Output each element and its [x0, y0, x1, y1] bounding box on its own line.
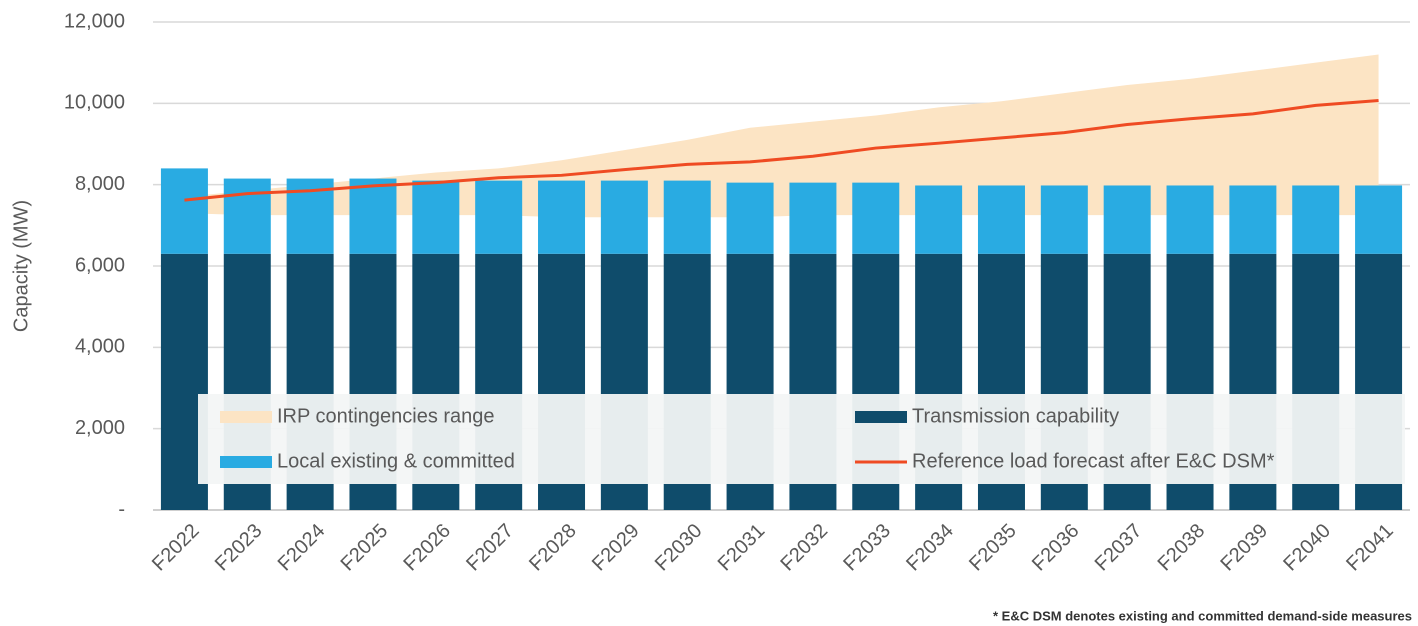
bar	[726, 182, 774, 254]
y-tick-label: 8,000	[75, 173, 125, 195]
y-tick-label: 10,000	[64, 92, 125, 114]
legend-label: Local existing & committed	[277, 450, 515, 472]
bar	[412, 180, 460, 254]
x-tick-label: F2032	[777, 520, 833, 576]
bar	[1103, 185, 1151, 254]
bar	[1166, 185, 1214, 254]
bar	[538, 180, 586, 254]
x-tick-label: F2034	[902, 520, 958, 576]
bar	[600, 180, 648, 254]
bar	[789, 182, 837, 254]
legend-swatch	[220, 456, 272, 468]
bar	[160, 168, 208, 254]
y-tick-label: 6,000	[75, 254, 125, 276]
x-tick-label: F2035	[965, 520, 1021, 576]
x-tick-label: F2023	[211, 520, 267, 576]
line	[184, 98, 1379, 202]
y-tick-label: -	[118, 498, 125, 520]
bar	[1355, 185, 1403, 254]
x-tick-label: F2026	[399, 520, 455, 576]
x-tick-label: F2022	[148, 520, 204, 576]
bar	[1040, 185, 1088, 254]
bar	[1292, 185, 1340, 254]
x-tick-label: F2029	[588, 520, 644, 576]
x-tick-label: F2027	[462, 520, 518, 576]
bar	[663, 180, 711, 254]
y-tick-label: 12,000	[64, 10, 125, 32]
x-tick-label: F2040	[1279, 520, 1335, 576]
x-tick-label: F2031	[714, 520, 770, 576]
range-area	[184, 54, 1379, 218]
x-tick-label: F2039	[1216, 520, 1272, 576]
x-tick-label: F2038	[1154, 520, 1210, 576]
y-tick-label: 4,000	[75, 336, 125, 358]
legend-label: Transmission capability	[912, 405, 1119, 427]
x-tick-label: F2030	[651, 520, 707, 576]
x-tick-label: F2025	[337, 520, 393, 576]
bar	[852, 182, 900, 254]
legend-label: Reference load forecast after E&C DSM*	[912, 450, 1275, 472]
y-axis-title: Capacity (MW)	[10, 200, 32, 332]
x-tick-label: F2036	[1028, 520, 1084, 576]
footnote: * E&C DSM denotes existing and committed…	[993, 608, 1412, 623]
bar	[977, 185, 1025, 254]
bar	[349, 178, 397, 254]
legend-box	[198, 394, 1405, 484]
bar	[475, 180, 523, 254]
x-tick-label: F2033	[839, 520, 895, 576]
bar	[223, 178, 271, 254]
x-tick-label: F2041	[1342, 520, 1398, 576]
x-tick-label: F2028	[525, 520, 581, 576]
y-tick-label: 2,000	[75, 417, 125, 439]
x-tick-label: F2037	[1091, 520, 1147, 576]
bar	[915, 185, 963, 254]
legend-swatch	[220, 411, 272, 423]
legend-swatch	[855, 411, 907, 423]
bar	[1229, 185, 1277, 254]
x-tick-label: F2024	[274, 520, 330, 576]
legend-label: IRP contingencies range	[277, 405, 495, 427]
